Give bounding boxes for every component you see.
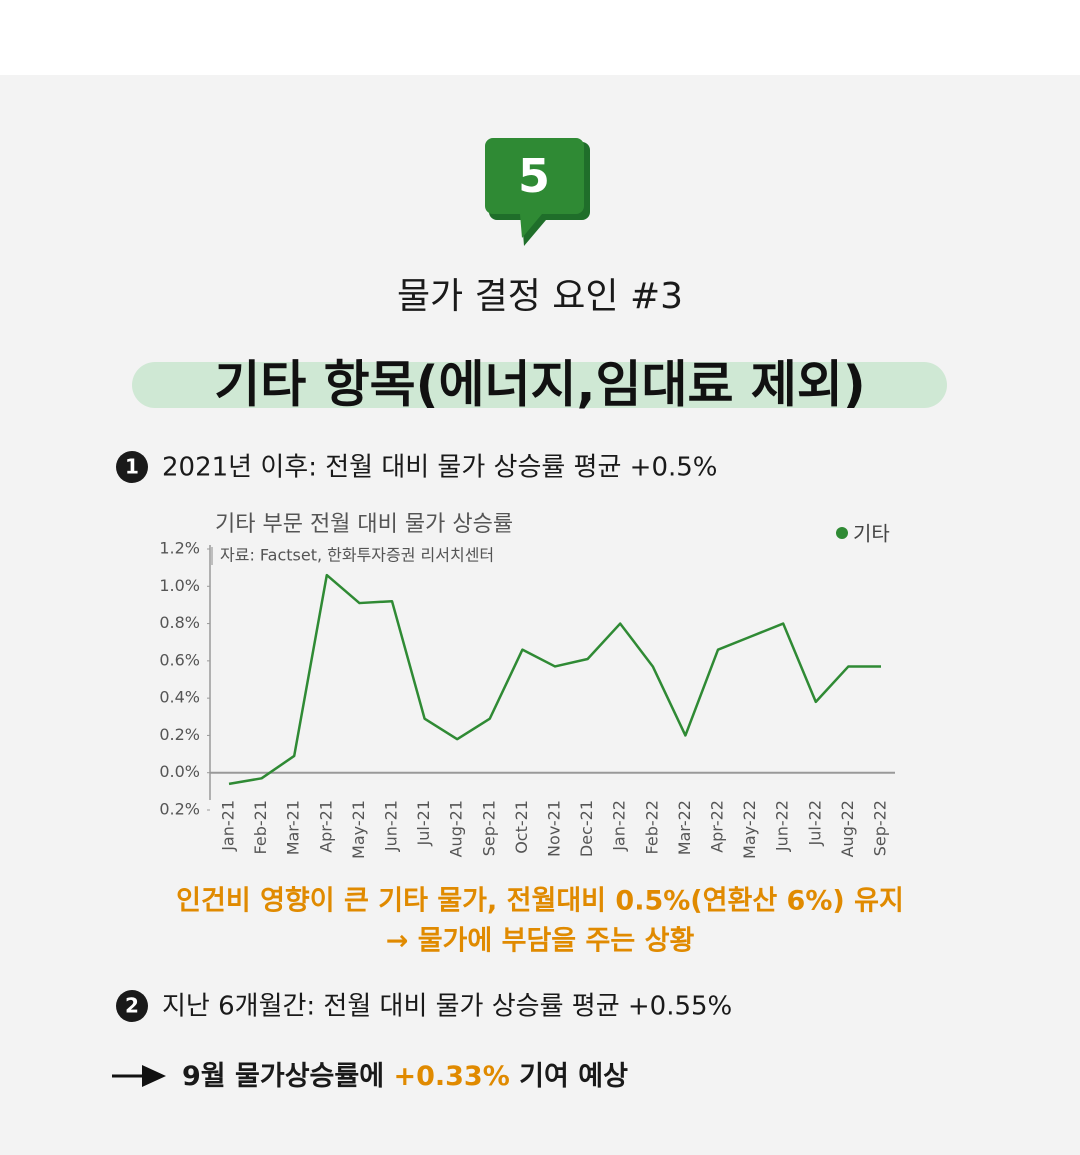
conclusion-text: 기여 예상 bbox=[510, 1061, 628, 1092]
conclusion: 9월 물가상승률에 +0.33% 기여 예상 bbox=[182, 1061, 628, 1092]
y-tick-label: 0.2% bbox=[159, 725, 200, 744]
x-tick-label: Feb-22 bbox=[642, 800, 661, 854]
highlight-line: → 물가에 부담을 주는 상황 bbox=[386, 926, 695, 957]
chart-title: 기타 부문 전월 대비 물가 상승률 bbox=[215, 512, 513, 537]
title: 기타 항목(에너지,임대료 제외) bbox=[214, 356, 866, 414]
badge-icon: 5 bbox=[485, 138, 590, 246]
legend-swatch bbox=[836, 527, 848, 539]
background bbox=[0, 75, 1080, 1155]
arrow-icon bbox=[112, 1065, 166, 1087]
x-tick-label: May-22 bbox=[740, 800, 759, 859]
kicker: 물가 결정 요인 #3 bbox=[397, 276, 683, 317]
x-tick-label: Jan-21 bbox=[219, 800, 238, 852]
point-number: 2 bbox=[125, 994, 139, 1018]
line bbox=[228, 573, 881, 786]
point-number: 1 bbox=[125, 455, 139, 479]
highlight-line: 인건비 영향이 큰 기타 물가, 전월대비 0.5%(연환산 6%) 유지 bbox=[176, 886, 904, 917]
x-tick-label: Mar-22 bbox=[675, 800, 694, 855]
conclusion-text: 9월 물가상승률에 bbox=[182, 1061, 393, 1092]
x-tick-label: Aug-21 bbox=[447, 800, 466, 857]
y-tick-label: 1.2% bbox=[159, 539, 200, 558]
point-text: 지난 6개월간: 전월 대비 물가 상승률 평균 +0.55% bbox=[162, 992, 732, 1022]
x-tick-label: Dec-21 bbox=[577, 800, 596, 857]
y-tick-label: 0.4% bbox=[159, 688, 200, 707]
x-tick-label: Jun-21 bbox=[382, 800, 401, 852]
x-tick-label: Apr-22 bbox=[708, 800, 727, 853]
x-tick-label: Mar-21 bbox=[284, 800, 303, 855]
x-tick-label: Apr-21 bbox=[316, 800, 335, 853]
conclusion-value: +0.33% bbox=[393, 1061, 509, 1092]
y-tick-label: 0.0% bbox=[159, 762, 200, 781]
title-highlight bbox=[132, 362, 947, 408]
x-tick-label: Jun-22 bbox=[773, 800, 792, 852]
badge-bubble bbox=[485, 138, 584, 238]
chart: 기타 부문 전월 대비 물가 상승률 자료: Factset, 한화투자증권 리… bbox=[159, 512, 895, 859]
x-tick-label: Jan-22 bbox=[610, 800, 629, 852]
point-number-badge bbox=[116, 451, 148, 483]
y-tick-label: 0.6% bbox=[159, 650, 200, 669]
point-number-badge bbox=[116, 990, 148, 1022]
chart-source: 자료: Factset, 한화투자증권 리서치센터 bbox=[220, 546, 494, 565]
x-tick-label: Nov-21 bbox=[545, 800, 564, 857]
point-text: 2021년 이후: 전월 대비 물가 상승률 평균 +0.5% bbox=[162, 453, 718, 483]
x-tick-label: Sep-21 bbox=[479, 800, 498, 856]
y-tick-label: 1.0% bbox=[159, 576, 200, 595]
x-tick-label: Feb-21 bbox=[251, 800, 270, 854]
legend-label: 기타 bbox=[853, 522, 890, 546]
x-tick-label: Jul-21 bbox=[414, 800, 433, 846]
x-tick-label: May-21 bbox=[349, 800, 368, 859]
x-tick-label: Sep-22 bbox=[871, 800, 890, 856]
x-tick-label: Jul-22 bbox=[805, 800, 824, 846]
x-tick-label: Oct-21 bbox=[512, 800, 531, 854]
y-tick-label: 0.2% bbox=[159, 800, 200, 819]
y-tick-label: 0.8% bbox=[159, 613, 200, 632]
x-tick-label: Aug-22 bbox=[838, 800, 857, 857]
badge-number: 5 bbox=[518, 149, 550, 203]
